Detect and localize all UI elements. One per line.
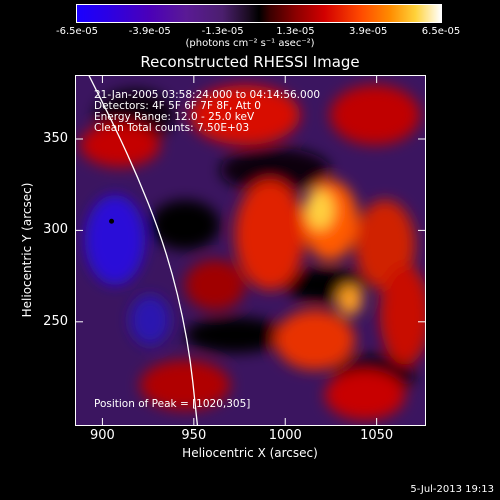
annotation-clean: Clean Total counts: 7.50E+03 — [94, 122, 250, 134]
colorbar-units: (photons cm⁻² s⁻¹ asec⁻²) — [185, 38, 315, 49]
annotation-peak: Position of Peak = [1020,305] — [94, 398, 251, 410]
solar-limb-curve — [87, 75, 199, 426]
colorbar-tick-label: -6.5e-05 — [56, 26, 98, 37]
x-tick-label: 900 — [90, 428, 115, 443]
annotation-energy: Energy Range: 12.0 - 25.0 keV — [94, 111, 255, 123]
minimum-marker — [109, 218, 115, 224]
x-axis-label: Heliocentric X (arcsec) — [182, 446, 318, 460]
x-tick-label: 1000 — [268, 428, 302, 443]
colorbar-tick-label: 3.9e-05 — [348, 26, 388, 37]
y-tick-label: 300 — [43, 222, 68, 238]
colorbar-tick-label: 6.5e-05 — [421, 26, 461, 37]
colorbar-tick-label: -3.9e-05 — [128, 26, 171, 37]
plot-frame — [75, 75, 426, 426]
timestamp-footer: 5-Jul-2013 19:13 — [410, 484, 494, 495]
colorbar-tick-label: 1.3e-05 — [276, 26, 315, 37]
x-tick-label: 950 — [181, 428, 207, 443]
colorbar — [76, 4, 442, 23]
y-tick-label: 350 — [43, 130, 68, 146]
colorbar-tick-label: -1.3e-05 — [201, 26, 244, 37]
axis-tick-marks — [75, 75, 426, 426]
heatmap-plot — [75, 75, 426, 426]
y-tick-label: 250 — [43, 313, 68, 329]
annotation-time: 21-Jan-2005 03:58:24.000 to 04:14:56.000 — [94, 89, 321, 101]
chart-title: Reconstructed RHESSI Image — [140, 53, 360, 71]
y-axis-label: Heliocentric Y (arcsec) — [20, 182, 34, 318]
annotation-detectors: Detectors: 4F 5F 6F 7F 8F, Att 0 — [94, 100, 261, 112]
heatmap-blobs — [80, 85, 426, 420]
x-tick-label: 1050 — [360, 428, 394, 443]
